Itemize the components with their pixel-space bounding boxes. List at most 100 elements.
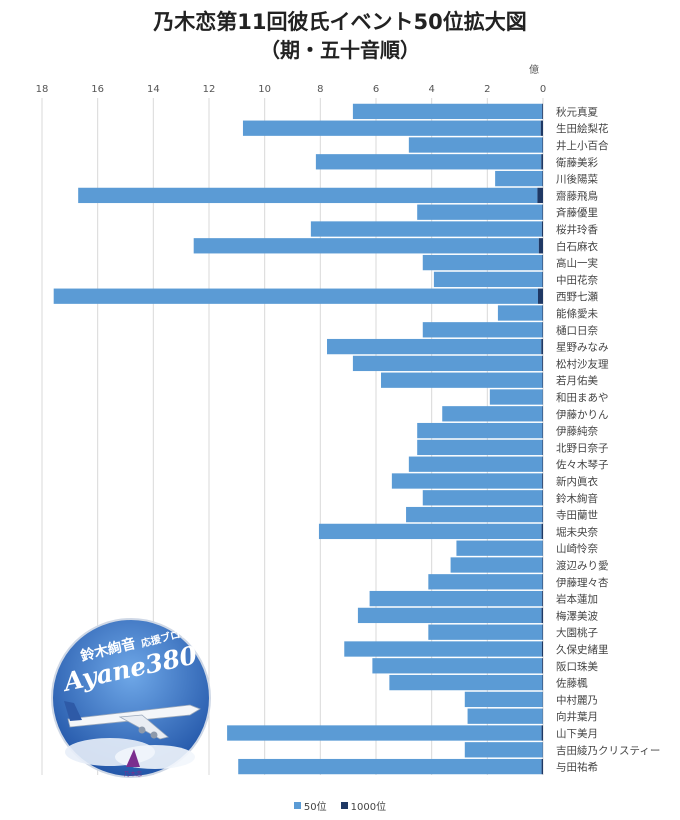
bar-1000 [542,624,543,640]
chart-subtitle: （期・五十音順） [260,38,420,62]
bar-1000 [541,607,543,624]
bar-1000 [542,574,543,590]
bar-1000 [542,439,543,456]
category-label: 向井葉月 [556,710,598,723]
bar-50 [78,187,538,204]
bar-1000 [542,658,543,674]
category-label: 堀未央奈 [556,525,598,538]
bar-50 [428,624,543,640]
bar-1000 [542,674,543,691]
bar-1000 [542,170,543,187]
legend-label-1000: 1000位 [350,802,387,813]
x-tick-label: 0 [540,84,546,95]
category-label: 高山一実 [556,257,598,270]
category-label: 中村麗乃 [556,693,598,706]
bar-50 [352,103,543,120]
bar-50 [456,540,543,556]
bar-50 [344,641,542,657]
bar-50 [464,742,543,758]
bar-50 [417,204,543,220]
category-label: 鈴木絢音 [556,492,598,505]
category-label: 佐々木琴子 [556,458,609,471]
category-label: 川後陽菜 [556,173,598,186]
bar-1000 [542,590,543,607]
category-label: 中田花奈 [556,273,598,286]
bar-50 [408,137,543,153]
bar-1000 [538,238,543,254]
badge-brand: 乃木恋 [124,770,142,778]
category-label: 桜井玲香 [556,223,598,236]
airplane-icon [64,701,201,740]
bar-50 [315,154,542,170]
x-tick-labels: 18 16 14 12 10 8 6 4 2 0 [36,84,547,95]
bar-1000 [542,557,543,573]
bar-50 [372,658,543,674]
bar-50 [422,490,543,506]
bar-1000 [542,305,543,321]
bar-50 [442,406,543,422]
bar-50 [381,372,543,388]
x-tick-label: 16 [91,84,104,95]
bar-50 [406,506,543,523]
bar-50 [193,238,539,254]
bar-50 [417,422,543,439]
category-label: 渡辺みり愛 [556,559,609,572]
bar-50 [369,590,543,607]
bar-50 [408,456,543,472]
category-label: 齋藤飛鳥 [556,189,598,202]
bar-1000 [541,154,543,170]
category-label: 新内眞衣 [556,475,598,488]
category-label: 伊藤理々杏 [556,576,609,589]
bar-1000 [542,422,543,439]
category-label: 岩本蓮加 [556,593,598,606]
category-label: 樋口日奈 [556,324,598,337]
bar-1000 [542,271,543,288]
category-label: 山崎怜奈 [556,542,598,555]
bar-1000 [542,254,543,271]
legend-item-1000: 1000位 [340,798,387,813]
bar-1000 [541,641,543,657]
bar-50 [433,271,543,288]
bar-50 [417,439,543,456]
unit-label: 億 [529,63,539,76]
bar-1000 [540,120,543,136]
category-label: 伊藤純奈 [556,425,598,438]
bar-1000 [542,355,543,372]
bar-50 [428,574,543,590]
chart-title: 乃木恋第11回彼氏イベント50位拡大図 [153,10,527,34]
bars-group [53,103,543,775]
x-tick-label: 14 [147,84,160,95]
x-tick-label: 12 [203,84,216,95]
category-label: 佐藤楓 [556,677,588,690]
bar-50 [53,288,538,304]
category-label: 斉藤優里 [556,206,598,219]
category-label: 吉田綾乃クリスティー [556,744,660,757]
bar-50 [495,170,543,187]
bar-50 [467,708,543,724]
bar-50 [357,607,542,624]
category-label: 伊藤かりん [556,409,609,421]
category-label: 衛藤美彩 [556,156,598,169]
x-tick-label: 10 [258,84,271,95]
category-labels: 秋元真夏生田絵梨花井上小百合衛藤美彩川後陽菜齋藤飛鳥斉藤優里桜井玲香白石麻衣高山… [556,105,660,773]
bar-1000 [541,338,543,355]
bar-1000 [542,473,543,489]
category-label: 阪口珠美 [556,660,598,673]
bar-1000 [541,523,543,540]
category-label: 生田絵梨花 [556,122,609,135]
category-label: 西野七瀬 [556,290,598,303]
bar-50 [450,557,543,573]
x-tick-label: 6 [373,84,379,95]
bar-1000 [542,506,543,523]
bar-1000 [542,372,543,388]
bar-50 [422,254,543,271]
category-label: 北野日奈子 [556,441,609,454]
legend-swatch-50 [293,802,301,809]
category-label: 能條愛未 [556,307,598,320]
bar-1000 [542,456,543,472]
category-label: 久保史緒里 [556,643,609,656]
bar-50 [389,674,543,691]
bar-1000 [542,322,543,338]
bar-50 [242,120,541,136]
